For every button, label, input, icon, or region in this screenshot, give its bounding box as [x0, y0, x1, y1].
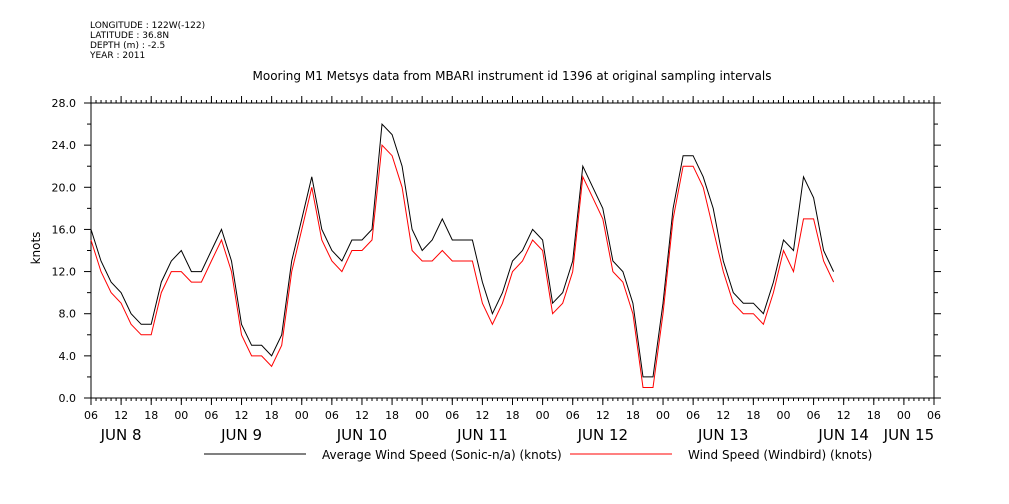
- longitude-text: LONGITUDE : 122W(-122): [90, 21, 206, 31]
- x-hour-label: 06: [686, 409, 700, 422]
- series-line-average-wind-speed: [90, 122, 835, 378]
- x-hour-label: 12: [475, 409, 489, 422]
- latitude-text: LATITUDE : 36.8N: [90, 31, 170, 41]
- y-axis-label: knots: [29, 232, 43, 265]
- plot-frame: [90, 102, 935, 399]
- series-line-windbird: [90, 143, 835, 388]
- x-day-label: JUN 11: [456, 426, 507, 444]
- x-hour-label: 00: [776, 409, 790, 422]
- year-text: YEAR : 2011: [90, 51, 146, 61]
- y-tick-label: 12.0: [52, 266, 77, 279]
- x-hour-label: 06: [445, 409, 459, 422]
- y-tick-label: 4.0: [59, 350, 77, 363]
- x-hour-label: 12: [716, 409, 730, 422]
- x-day-label: JUN 14: [817, 426, 868, 444]
- axis-ticks: [84, 96, 941, 405]
- x-hour-label: 12: [355, 409, 369, 422]
- x-hour-label: 18: [144, 409, 158, 422]
- x-hour-label: 18: [385, 409, 399, 422]
- y-tick-label: 16.0: [52, 223, 77, 236]
- x-hour-label: 06: [204, 409, 218, 422]
- x-hour-label: 06: [807, 409, 821, 422]
- x-hour-label: 18: [626, 409, 640, 422]
- y-tick-label: 24.0: [52, 139, 77, 152]
- y-tick-label: 28.0: [52, 97, 77, 110]
- x-hour-label: 18: [265, 409, 279, 422]
- legend-label-windbird: Wind Speed (Windbird) (knots): [688, 448, 872, 462]
- x-day-label: JUN 8: [100, 426, 142, 444]
- x-hour-label: 00: [415, 409, 429, 422]
- x-day-label: JUN 12: [577, 426, 628, 444]
- x-hour-label: 12: [114, 409, 128, 422]
- x-day-label: JUN 13: [697, 426, 748, 444]
- x-day-label: JUN 10: [336, 426, 387, 444]
- x-hour-label: 06: [325, 409, 339, 422]
- x-hour-label: 12: [596, 409, 610, 422]
- metadata-block: LONGITUDE : 122W(-122) LATITUDE : 36.8N …: [90, 21, 205, 61]
- x-hour-label: 06: [84, 409, 98, 422]
- x-hour-label: 00: [656, 409, 670, 422]
- x-hour-label: 00: [295, 409, 309, 422]
- x-hour-label: 00: [536, 409, 550, 422]
- legend: Average Wind Speed (Sonic-n/a) (knots) W…: [204, 448, 872, 462]
- x-hour-label: 00: [897, 409, 911, 422]
- x-hour-label: 06: [566, 409, 580, 422]
- depth-text: DEPTH (m) : -2.5: [90, 41, 166, 51]
- x-hour-label: 18: [506, 409, 520, 422]
- x-day-label: JUN 9: [220, 426, 262, 444]
- y-tick-label: 20.0: [52, 181, 77, 194]
- legend-label-average-wind-speed: Average Wind Speed (Sonic-n/a) (knots): [322, 448, 562, 462]
- x-hour-label: 00: [174, 409, 188, 422]
- y-tick-label: 8.0: [59, 308, 77, 321]
- x-day-label: JUN 15: [883, 426, 934, 444]
- series-layer: [90, 122, 835, 388]
- chart-title: Mooring M1 Metsys data from MBARI instru…: [253, 69, 772, 83]
- x-hour-label: 12: [837, 409, 851, 422]
- x-hour-label: 18: [867, 409, 881, 422]
- x-hour-label: 12: [235, 409, 249, 422]
- x-hour-label: 06: [927, 409, 941, 422]
- x-hour-label: 18: [746, 409, 760, 422]
- axis-labels: 0.0 4.0 8.0 12.0 16.0 20.0 24.0 28.0 06 12 18 00 06 1…: [52, 97, 942, 444]
- y-tick-label: 0.0: [59, 392, 77, 405]
